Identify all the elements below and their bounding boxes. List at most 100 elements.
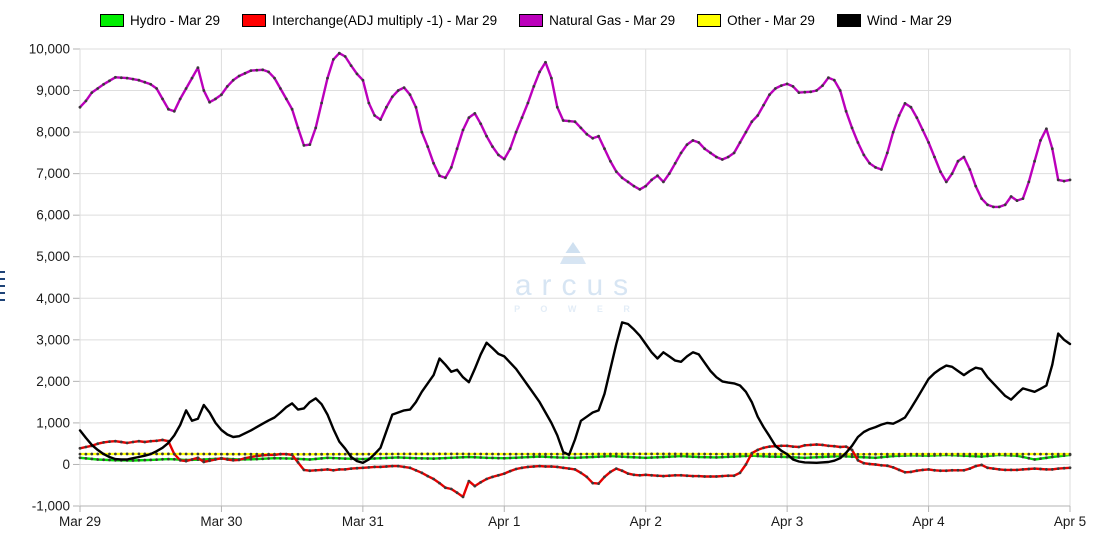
series-marker [184,459,188,463]
legend-swatch-icon [697,13,722,27]
series-marker [255,457,259,461]
series-marker [1062,452,1066,456]
series-marker [320,452,323,456]
series-marker [974,454,978,458]
series-marker [414,452,418,456]
series-marker [691,139,695,142]
series-marker [662,455,665,459]
series-marker [231,458,235,462]
legend-item-0[interactable]: Hydro - Mar 29 [100,13,220,28]
legend-item-4[interactable]: Wind - Mar 29 [836,12,952,28]
legend: Hydro - Mar 29 Interchange(ADJ multiply -… [100,10,952,30]
series-marker [78,452,82,456]
legend-item-1[interactable]: Interchange(ADJ multiply -1) - Mar 29 [242,13,497,28]
series-marker [420,452,424,456]
series-marker [438,481,441,485]
series-marker [1003,468,1007,472]
series-marker [921,452,925,456]
legend-item-label: Wind - Mar 29 [866,12,952,28]
series-marker [656,455,659,459]
series-marker [396,456,400,459]
series-marker [137,452,141,456]
series-marker [1045,468,1048,471]
series-marker [426,145,430,149]
series-marker [862,153,866,157]
series-marker [473,112,477,115]
series-marker [921,468,925,472]
series-marker [709,475,712,478]
series-marker [1062,466,1066,470]
series-marker [650,178,653,182]
series-marker [1050,147,1054,151]
series-marker [84,457,88,460]
series-marker [444,176,447,180]
series-marker [320,457,323,460]
series-marker [609,159,612,163]
series-marker [597,482,600,485]
series-marker [638,456,642,459]
series-marker [844,445,848,448]
series-marker [579,471,583,475]
series-marker [196,66,200,70]
series-marker [874,166,877,169]
series-marker [679,473,683,477]
series-marker [573,452,577,456]
series-marker [1027,180,1031,184]
series-marker [779,452,783,456]
series-marker [161,452,164,456]
series-marker [726,474,730,478]
series-marker [125,76,129,80]
series-marker [502,472,506,475]
series-marker [868,456,871,459]
series-marker [390,456,394,460]
series-marker [561,456,565,459]
series-marker [544,465,547,468]
series-marker [950,172,954,176]
series-marker [279,87,282,90]
series-marker [326,468,329,471]
y-tick-label: 5,000 [36,249,70,264]
series-marker [832,455,836,458]
series-marker [284,452,288,456]
series-marker [385,456,388,460]
series-marker [903,102,907,105]
series-marker [774,452,777,456]
series-marker [508,469,512,473]
series-marker [703,475,706,478]
series-marker [656,474,659,478]
series-marker [986,466,989,470]
series-marker [555,456,559,459]
series-marker [343,55,347,58]
series-marker [455,452,459,456]
series-marker [880,452,883,456]
series-marker [225,85,229,88]
series-marker [90,452,94,456]
series-marker [909,452,913,456]
series-marker [373,114,376,117]
legend-swatch-icon [836,13,861,27]
series-marker [449,166,453,169]
series-marker [667,474,671,478]
series-marker [732,455,736,458]
series-marker [644,184,648,188]
series-marker [691,474,695,478]
series-marker [308,143,312,147]
series-marker [1056,452,1060,456]
series-marker [108,440,111,443]
series-marker [585,455,589,459]
series-marker [314,468,318,472]
series-marker [850,452,854,456]
series-marker [502,157,506,161]
series-marker [532,452,536,456]
series-marker [243,456,247,460]
legend-item-3[interactable]: Other - Mar 29 [697,13,815,28]
series-marker [656,174,659,178]
series-marker [502,456,506,460]
series-marker [337,452,341,456]
series-marker [225,458,229,461]
series-marker [438,452,441,456]
series-marker [249,452,253,456]
legend-item-2[interactable]: Natural Gas - Mar 29 [519,13,675,28]
series-marker [915,452,919,456]
